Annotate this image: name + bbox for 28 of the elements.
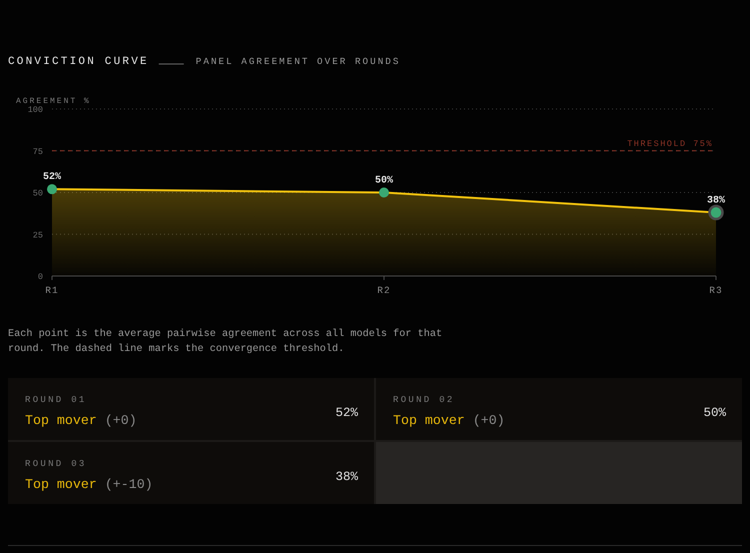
text: Each point is the average pairwise agreement across all models for that round. The dashed line marks the convergence threshold. xyxy=(8,328,442,355)
chart-subtitle: PANEL AGREEMENT OVER ROUNDS xyxy=(196,56,400,67)
y-axis-title: AGREEMENT % xyxy=(16,97,91,106)
chart-title: CONVICTION CURVE xyxy=(8,56,149,68)
text: 52% xyxy=(335,406,358,420)
text: (+0) xyxy=(472,413,505,428)
text: (+-10) xyxy=(104,477,153,492)
ref-line-label: THRESHOLD 75% xyxy=(627,138,713,149)
text: Top mover xyxy=(393,413,465,428)
data-label: 50% xyxy=(374,176,394,186)
text: Top mover xyxy=(25,413,97,428)
text: 38% xyxy=(335,470,358,484)
text: ROUND 01 xyxy=(25,395,87,405)
x-tick-label: R3 xyxy=(709,285,723,296)
y-tick-label: 100 xyxy=(28,105,43,115)
text: 50% xyxy=(703,406,726,420)
y-tick-label: 25 xyxy=(32,230,43,240)
x-tick-label: R2 xyxy=(377,285,391,296)
text: ROUND 03 xyxy=(25,459,87,469)
text: (+0) xyxy=(104,413,137,428)
text: Top mover xyxy=(25,477,97,492)
y-tick-label: 50 xyxy=(32,188,43,198)
x-tick-label: R1 xyxy=(45,285,59,296)
data-label: 52% xyxy=(42,172,62,184)
y-tick-label: 0 xyxy=(38,272,43,282)
data-label: 38% xyxy=(706,196,726,207)
y-tick-label: 75 xyxy=(32,146,43,157)
text: ROUND 02 xyxy=(393,395,455,405)
